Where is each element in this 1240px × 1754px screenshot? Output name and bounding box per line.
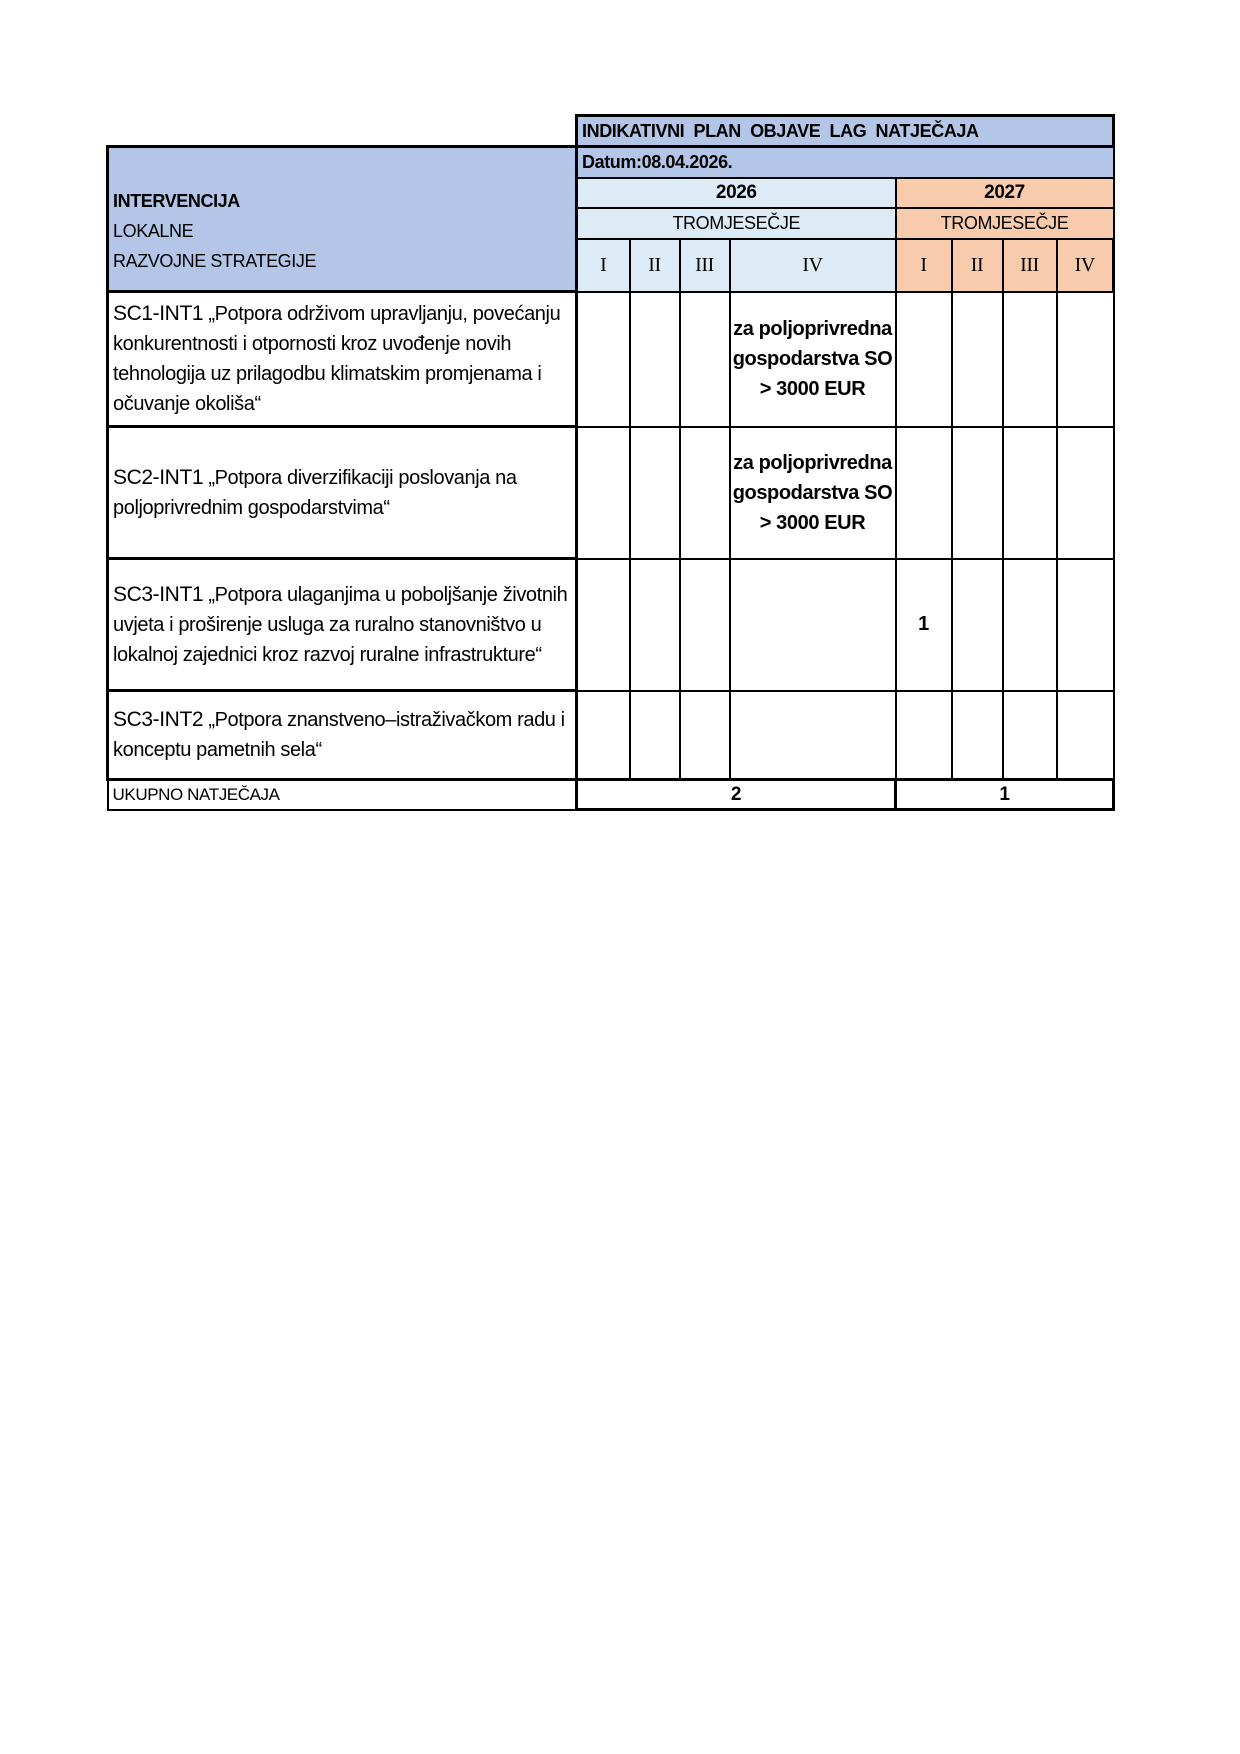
cell bbox=[628, 290, 681, 428]
cell bbox=[1055, 557, 1115, 692]
cell bbox=[678, 425, 731, 560]
intervention-text: „Potpora ulaganjima u poboljšanje životn… bbox=[113, 583, 568, 666]
intervention-code: SC2-INT1 bbox=[113, 465, 204, 489]
table-row: SC3-INT1 „Potpora ulaganjima u poboljšan… bbox=[106, 557, 1115, 692]
cell bbox=[1055, 689, 1115, 781]
cell bbox=[678, 557, 731, 692]
quarter-label-2027: TROMJESEČJE bbox=[894, 206, 1115, 240]
cell bbox=[1001, 425, 1058, 560]
year-2026: 2026 bbox=[575, 176, 897, 209]
cell bbox=[1055, 425, 1115, 560]
cell bbox=[894, 290, 953, 428]
intervention-text: „Potpora diverzifikaciji poslovanja na p… bbox=[113, 466, 517, 519]
intervention-cell: SC2-INT1 „Potpora diverzifikaciji poslov… bbox=[106, 425, 578, 560]
intervention-cell: SC3-INT1 „Potpora ulaganjima u poboljšan… bbox=[106, 557, 578, 692]
intervention-text: „Potpora znanstveno–istraživačkom radu i… bbox=[113, 709, 565, 761]
intervention-code: SC3-INT1 bbox=[113, 582, 204, 606]
cell bbox=[575, 425, 631, 560]
quarter-2026-1: I bbox=[575, 237, 631, 293]
quarter-2027-2: II bbox=[950, 237, 1004, 293]
table-row: SC1-INT1 „Potpora održivom upravljanju, … bbox=[106, 290, 1115, 428]
quarter-2027-1: I bbox=[894, 237, 953, 293]
cell bbox=[894, 425, 953, 560]
cell bbox=[950, 689, 1004, 781]
cell bbox=[894, 689, 953, 781]
table-row: SC3-INT2 „Potpora znanstveno–istraživačk… bbox=[106, 689, 1115, 781]
total-2027: 1 bbox=[894, 778, 1115, 811]
year-2027: 2027 bbox=[894, 176, 1115, 209]
cell: 1 bbox=[894, 557, 953, 692]
lag-plan-table: INDIKATIVNI PLAN OBJAVE LAG NATJEČAJA IN… bbox=[106, 114, 1115, 811]
intervention-cell: SC3-INT2 „Potpora znanstveno–istraživačk… bbox=[106, 689, 578, 781]
header-line-1: INTERVENCIJA bbox=[113, 191, 240, 211]
cell bbox=[575, 290, 631, 428]
intervention-text: „Potpora održivom upravljanju, povećanju… bbox=[113, 303, 561, 415]
total-2026: 2 bbox=[575, 778, 897, 811]
intervention-header: INTERVENCIJA LOKALNE RAZVOJNE STRATEGIJE bbox=[106, 145, 578, 293]
intervention-code: SC3-INT2 bbox=[113, 708, 204, 731]
header-line-2: LOKALNE bbox=[113, 221, 194, 241]
table-row: SC2-INT1 „Potpora diverzifikaciji poslov… bbox=[106, 425, 1115, 560]
quarter-2026-2: II bbox=[628, 237, 681, 293]
cell bbox=[1001, 557, 1058, 692]
cell bbox=[628, 425, 681, 560]
intervention-code: SC1-INT1 bbox=[113, 302, 204, 325]
cell bbox=[575, 557, 631, 692]
quarter-2026-4: IV bbox=[728, 237, 897, 293]
total-row: UKUPNO NATJEČAJA 2 1 bbox=[106, 778, 1115, 811]
cell-note: za poljoprivredna gospodarstva SO > 3000… bbox=[728, 425, 897, 560]
plan-title: INDIKATIVNI PLAN OBJAVE LAG NATJEČAJA bbox=[575, 114, 1115, 148]
empty-corner bbox=[108, 116, 577, 147]
quarter-2027-4: IV bbox=[1055, 237, 1115, 293]
cell bbox=[950, 557, 1004, 692]
cell bbox=[950, 290, 1004, 428]
cell-note bbox=[728, 689, 897, 781]
total-label: UKUPNO NATJEČAJA bbox=[106, 778, 578, 811]
cell bbox=[628, 689, 681, 781]
date-label: Datum:08.04.2026. bbox=[575, 145, 1115, 179]
cell bbox=[1001, 689, 1058, 781]
cell bbox=[1055, 290, 1115, 428]
quarter-2026-3: III bbox=[678, 237, 731, 293]
cell bbox=[628, 557, 681, 692]
cell bbox=[950, 425, 1004, 560]
quarter-2027-3: III bbox=[1001, 237, 1058, 293]
cell bbox=[678, 290, 731, 428]
header-line-3: RAZVOJNE STRATEGIJE bbox=[113, 251, 317, 271]
cell-note: za poljoprivredna gospodarstva SO > 3000… bbox=[728, 290, 897, 428]
cell bbox=[575, 689, 631, 781]
cell-note bbox=[728, 557, 897, 692]
intervention-cell: SC1-INT1 „Potpora održivom upravljanju, … bbox=[106, 290, 578, 428]
cell bbox=[1001, 290, 1058, 428]
quarter-label-2026: TROMJESEČJE bbox=[575, 206, 897, 240]
cell bbox=[678, 689, 731, 781]
